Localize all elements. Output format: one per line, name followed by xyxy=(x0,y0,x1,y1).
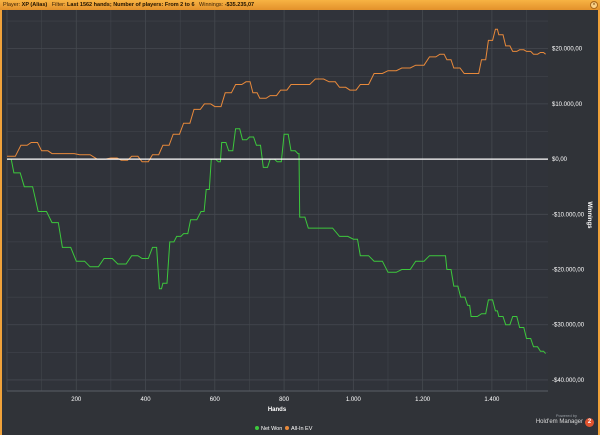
legend: Net Won All-In EV xyxy=(255,426,313,432)
x-tick-label: 1.200 xyxy=(415,397,431,403)
right-border xyxy=(598,10,600,435)
y-tick-label: -$10.000,00 xyxy=(552,212,585,218)
header-bar: Player: XP (Alias) Filter: Last 1562 han… xyxy=(0,0,600,10)
legend-marker xyxy=(285,426,289,430)
player-value: XP (Alias) xyxy=(21,2,48,8)
x-axis-title: Hands xyxy=(268,407,287,413)
y-tick-label: -$30.000,00 xyxy=(552,323,585,329)
x-tick-label: 1.400 xyxy=(484,397,500,403)
hm2-badge-icon: 2 xyxy=(585,418,594,427)
filter-label: Filter: xyxy=(51,2,66,8)
y-axis-title: Winnings xyxy=(586,202,592,230)
filter-value: Last 1562 hands; Number of players: From… xyxy=(67,2,195,8)
winnings-label: Winnings: xyxy=(199,2,224,8)
product-name: Hold'em Manager xyxy=(535,419,583,425)
close-icon[interactable]: × xyxy=(590,1,598,9)
player-label: Player: xyxy=(3,2,21,8)
series-line-net-won xyxy=(7,128,546,354)
x-tick-label: 1.000 xyxy=(346,397,362,403)
x-axis-ticks: 200 400 600 800 1.000 1.200 1.400 xyxy=(71,397,500,403)
legend-marker xyxy=(255,426,259,430)
plot-area xyxy=(7,10,548,391)
y-tick-label: $20.000,00 xyxy=(552,47,583,53)
winnings-value: -$35.235,07 xyxy=(224,2,255,8)
x-tick-label: 400 xyxy=(141,397,152,403)
series-lines xyxy=(7,28,548,354)
left-border xyxy=(0,10,2,435)
hm2-logo: Powered by Hold'em Manager 2 xyxy=(536,413,594,431)
x-tick-label: 600 xyxy=(210,397,221,403)
y-tick-label: $10.000,00 xyxy=(552,102,583,108)
winnings-chart: 200 400 600 800 1.000 1.200 1.400 $20.000,00 $1… xyxy=(6,10,592,432)
legend-entry: Net Won xyxy=(261,426,282,432)
y-tick-label: -$40.000,00 xyxy=(552,378,585,384)
grid xyxy=(6,10,548,392)
legend-entry: All-In EV xyxy=(291,426,313,432)
powered-by-text: Powered by xyxy=(555,413,577,418)
y-axis-ticks: $20.000,00 $10.000,00 $0,00 -$10.000,00 -$20… xyxy=(552,47,585,384)
y-tick-label: -$20.000,00 xyxy=(552,268,585,274)
x-tick-label: 200 xyxy=(71,397,82,403)
x-tick-label: 800 xyxy=(279,397,290,403)
y-tick-label: $0,00 xyxy=(552,157,568,163)
